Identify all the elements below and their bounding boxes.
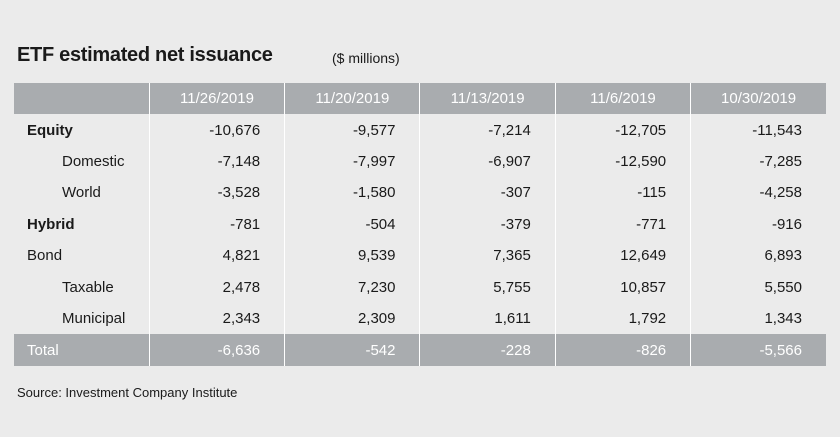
column-header: 11/20/2019 [284,83,420,115]
data-cell: 5,550 [690,271,826,304]
data-cell: 2,478 [148,271,285,304]
data-cell: -12,705 [554,114,691,146]
data-cell: 7,365 [419,240,556,272]
data-cell: -9,577 [284,114,420,146]
data-cell: 2,309 [284,303,420,335]
data-cell: -7,285 [690,145,826,178]
data-cell: -6,907 [419,145,556,178]
header-corner [14,83,150,115]
row-label: Taxable [62,278,114,296]
issuance-table: 11/26/2019 11/20/2019 11/13/2019 11/6/20… [14,83,826,366]
data-cell: 1,792 [554,303,691,335]
data-cell: -781 [148,208,285,241]
header-row: 11/26/2019 11/20/2019 11/13/2019 11/6/20… [14,83,826,115]
row-label: Bond [27,247,63,265]
units-label: ($ millions) [332,50,400,66]
table-row: Taxable 2,478 7,230 5,755 10,857 5,550 [14,271,826,304]
data-cell: 1,611 [419,303,556,335]
data-cell: -7,148 [148,145,285,178]
table-row: Equity -10,676 -9,577 -7,214 -12,705 -11,543 [14,114,826,146]
data-cell: 7,230 [284,271,420,304]
data-cell: -4,258 [690,177,826,209]
total-row: Total -6,636 -542 -228 -826 -5,566 [14,334,826,366]
data-cell: -3,528 [148,177,285,209]
data-cell: -12,590 [554,145,691,178]
table-row: Domestic -7,148 -7,997 -6,907 -12,590 -7,285 [14,145,826,178]
data-cell: -916 [690,208,826,241]
data-cell: 12,649 [554,240,691,272]
column-header: 11/6/2019 [554,83,691,115]
table-row: World -3,528 -1,580 -307 -115 -4,258 [14,177,826,209]
column-header: 10/30/2019 [690,83,826,115]
data-cell: -826 [554,334,691,366]
source-note: Source: Investment Company Institute [17,385,238,400]
row-label: Total [14,334,150,366]
data-cell: -7,214 [419,114,556,146]
data-cell: -11,543 [690,114,826,146]
data-cell: 9,539 [284,240,420,272]
data-cell: 5,755 [419,271,556,304]
column-header: 11/13/2019 [419,83,556,115]
data-cell: -542 [284,334,420,366]
data-cell: -504 [284,208,420,241]
data-cell: -379 [419,208,556,241]
data-cell: -307 [419,177,556,209]
table-row: Hybrid -781 -504 -379 -771 -916 [14,208,826,241]
data-cell: -6,636 [148,334,285,366]
row-label: Equity [27,121,73,139]
row-label: Municipal [62,310,126,328]
data-cell: 6,893 [690,240,826,272]
row-label: Hybrid [27,215,75,233]
chart-title: ETF estimated net issuance [17,44,273,66]
data-cell: -7,997 [284,145,420,178]
data-cell: -10,676 [148,114,285,146]
row-label: World [62,184,101,202]
column-header: 11/26/2019 [148,83,285,115]
data-cell: 10,857 [554,271,691,304]
data-cell: -228 [419,334,556,366]
data-cell: -115 [554,177,691,209]
data-cell: 4,821 [148,240,285,272]
data-cell: -1,580 [284,177,420,209]
data-cell: 1,343 [690,303,826,335]
data-cell: -5,566 [690,334,826,366]
table-row: Bond 4,821 9,539 7,365 12,649 6,893 [14,240,826,272]
data-cell: -771 [554,208,691,241]
row-label: Domestic [62,153,125,171]
data-cell: 2,343 [148,303,285,335]
table-row: Municipal 2,343 2,309 1,611 1,792 1,343 [14,303,826,335]
